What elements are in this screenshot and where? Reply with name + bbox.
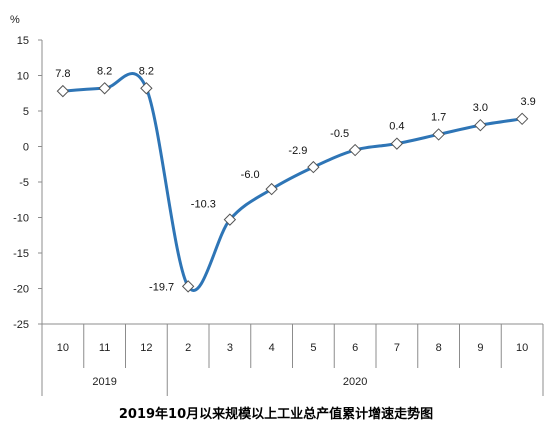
data-label: -19.7 xyxy=(149,281,174,293)
chart-title: 2019年10月以来规模以上工业总产值累计增速走势图 xyxy=(119,406,433,422)
x-tick-label: 3 xyxy=(227,342,233,354)
data-point-marker xyxy=(348,143,362,157)
data-labels: 7.8 8.2 8.2 -19.7 -10.3 -6.0 -2.9 -0.5 0.4 1.7 3.0… xyxy=(55,65,536,293)
y-axis-unit-label: % xyxy=(10,14,20,26)
y-tick-label: -15 xyxy=(13,248,29,260)
data-label: 1.7 xyxy=(431,111,446,123)
y-tick-label: -10 xyxy=(13,213,29,225)
data-point-marker xyxy=(140,82,153,95)
x-tick-label: 10 xyxy=(57,342,69,354)
y-tick-label: -25 xyxy=(13,319,29,331)
y-tick-label: -5 xyxy=(19,177,29,189)
data-point-marker xyxy=(265,182,278,196)
x-tick-label: 8 xyxy=(436,342,442,354)
data-point-marker xyxy=(515,112,529,126)
x-tick-label: 12 xyxy=(140,342,152,354)
data-point-marker xyxy=(432,128,445,141)
x-tick-label: 11 xyxy=(99,342,110,354)
data-point-marker xyxy=(307,160,320,174)
series-markers xyxy=(56,82,529,293)
y-tick-label: -20 xyxy=(13,284,29,296)
x-tick-label: 9 xyxy=(477,342,483,354)
data-point-marker xyxy=(98,82,111,95)
data-label: -6.0 xyxy=(241,169,260,181)
x-tick-label: 4 xyxy=(269,342,275,354)
data-label: 7.8 xyxy=(55,68,70,80)
data-point-marker xyxy=(181,280,195,293)
y-tick-label: 15 xyxy=(17,35,29,47)
data-label: 8.2 xyxy=(139,65,154,77)
data-label: 3.0 xyxy=(473,102,488,114)
x-axis-ticks: 10 11 12 2 3 4 5 6 7 8 9 10 xyxy=(41,324,544,368)
data-label: 3.9 xyxy=(520,96,535,108)
y-tick-label: 5 xyxy=(23,106,29,118)
y-tick-label: 0 xyxy=(23,142,29,154)
x-tick-label: 10 xyxy=(516,342,528,354)
data-label: 0.4 xyxy=(389,121,404,133)
data-label: -10.3 xyxy=(191,199,216,211)
y-axis-ticks: 15 10 5 0 -5 -10 -15 -20 -25 xyxy=(13,35,42,331)
year-group-labels: 2019 2020 xyxy=(41,368,544,396)
data-label: 8.2 xyxy=(97,65,112,77)
year-label: 2019 xyxy=(92,376,116,388)
data-point-marker xyxy=(223,213,237,226)
data-label: -2.9 xyxy=(288,145,307,157)
data-point-marker xyxy=(390,137,404,150)
data-label: -0.5 xyxy=(330,128,349,140)
series-lines xyxy=(62,72,523,292)
data-point-marker xyxy=(56,84,70,98)
series-line xyxy=(62,72,523,292)
x-tick-label: 2 xyxy=(185,342,191,354)
y-tick-label: 10 xyxy=(17,71,29,83)
x-tick-label: 6 xyxy=(352,342,358,354)
x-tick-label: 5 xyxy=(310,342,316,354)
x-tick-label: 7 xyxy=(394,342,400,354)
data-point-marker xyxy=(474,118,487,132)
year-label: 2020 xyxy=(343,376,367,388)
